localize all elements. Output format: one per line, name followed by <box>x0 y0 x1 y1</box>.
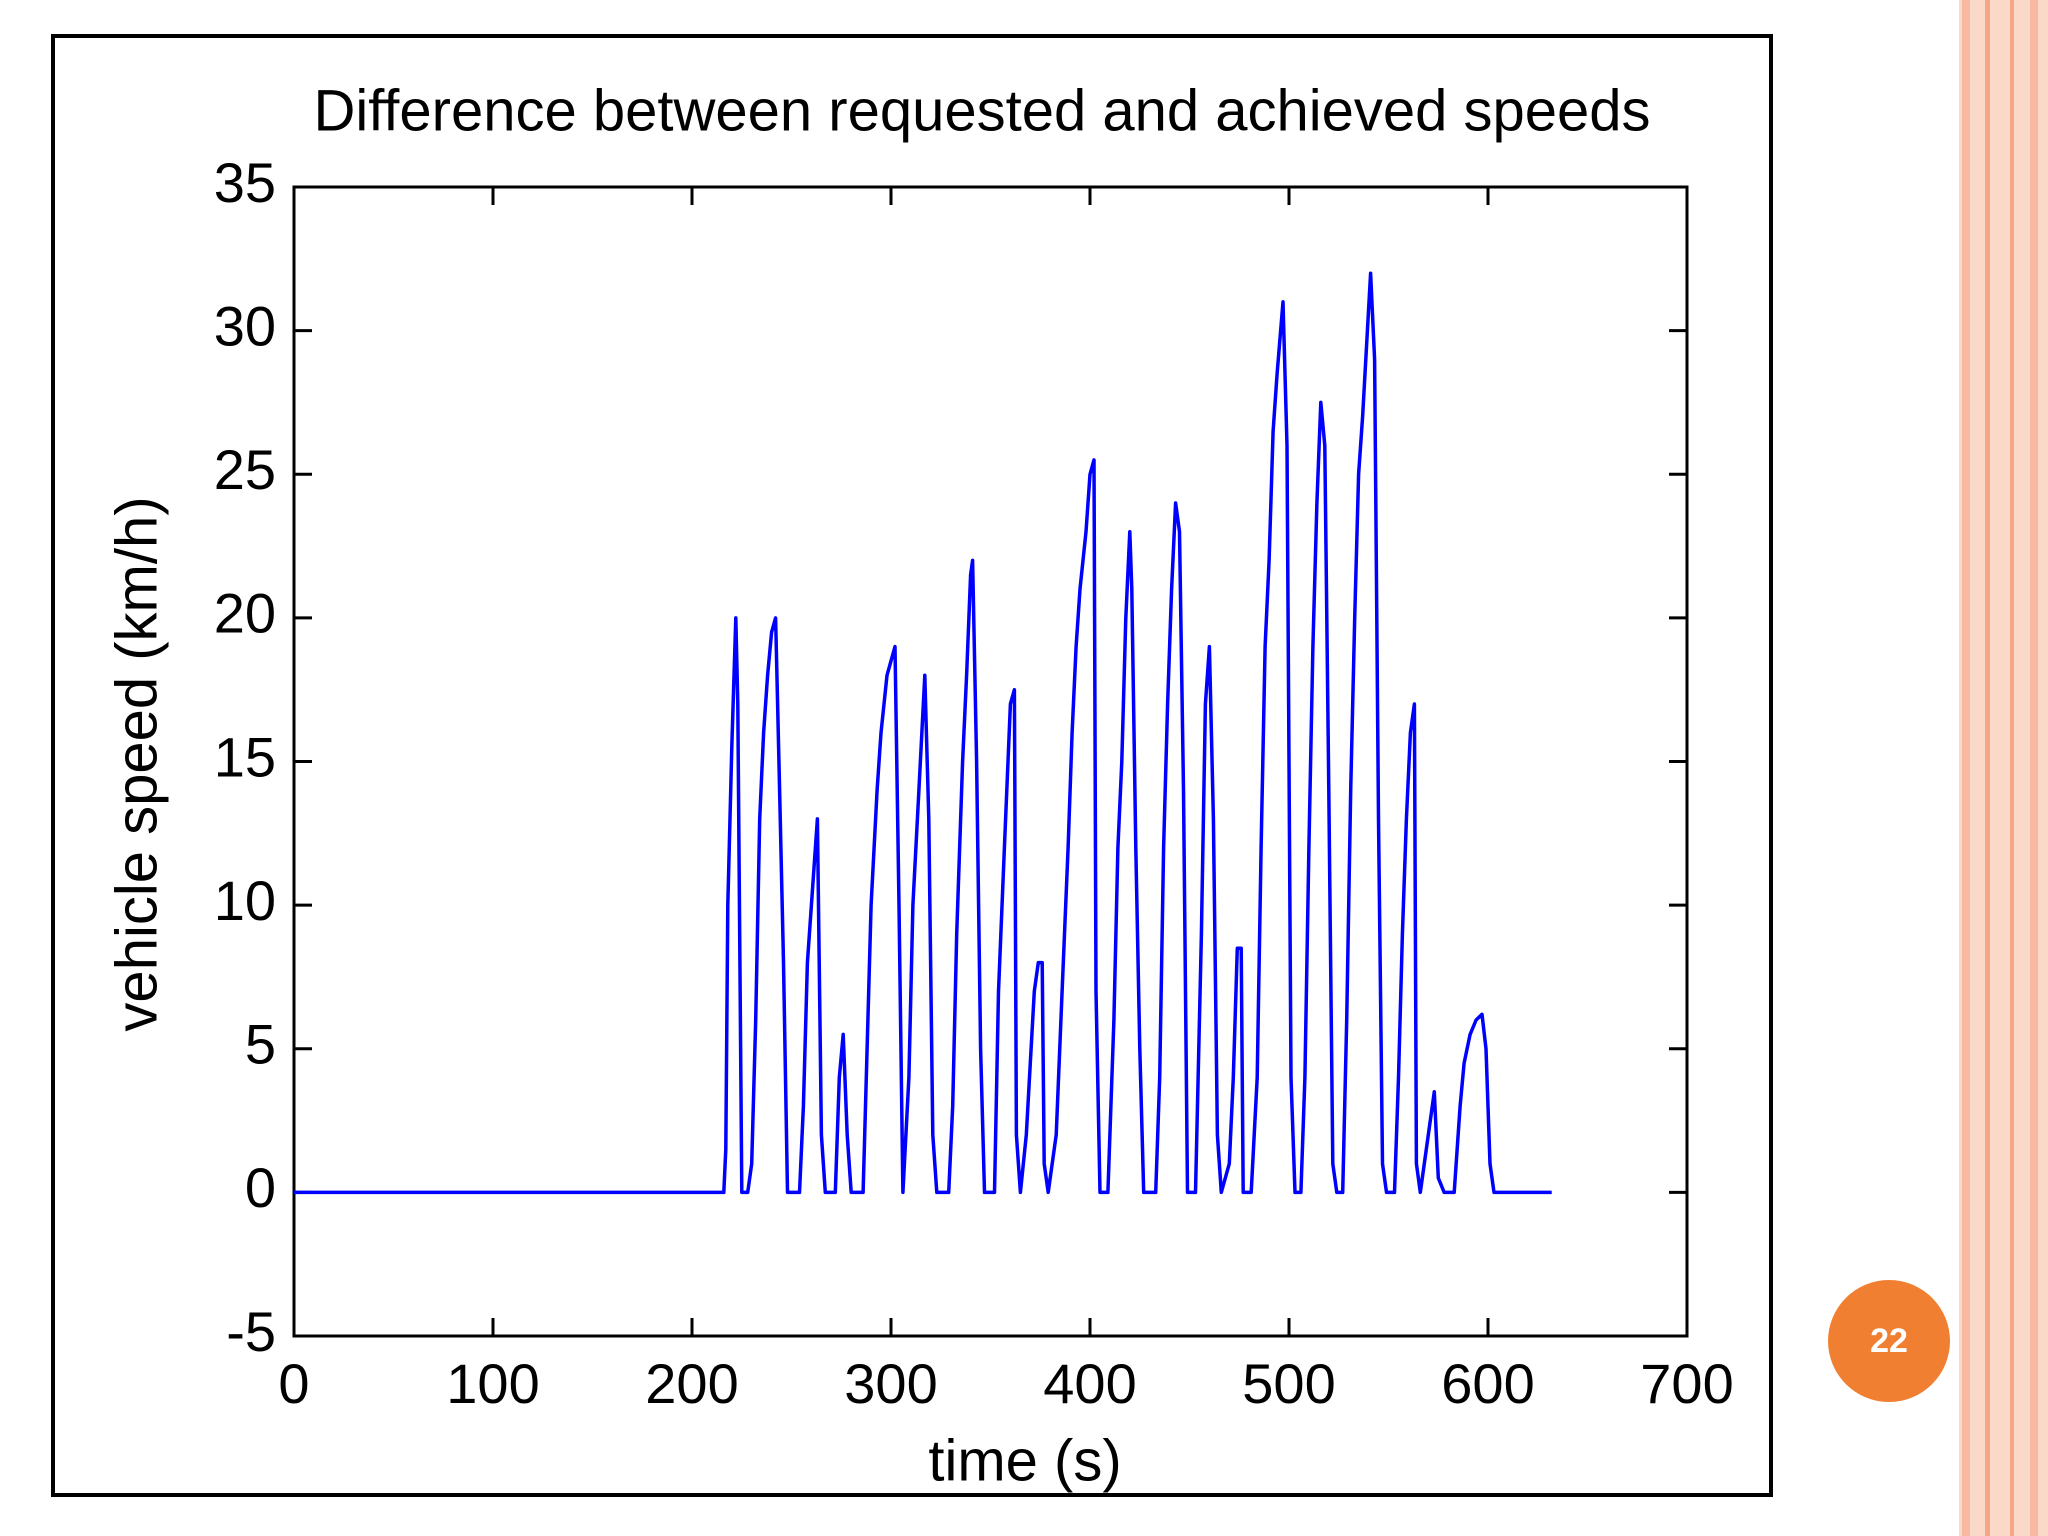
x-tick-label: 100 <box>446 1352 539 1415</box>
slide-number: 22 <box>1870 1322 1908 1360</box>
x-tick-label: 0 <box>278 1352 309 1415</box>
y-axis-label: vehicle speed (km/h) <box>104 496 169 1031</box>
y-tick-label: 20 <box>214 582 276 645</box>
y-tick-label: -5 <box>226 1300 276 1363</box>
x-tick-label: 300 <box>844 1352 937 1415</box>
x-axis-label: time (s) <box>928 1428 1121 1493</box>
y-tick-label: 15 <box>214 725 276 788</box>
x-tick-label: 400 <box>1043 1352 1136 1415</box>
y-tick-label: 10 <box>214 869 276 932</box>
chart-title: Difference between requested and achieve… <box>313 78 1650 143</box>
slide-number-badge <box>1828 1280 1950 1402</box>
y-tick-label: 25 <box>214 438 276 501</box>
y-tick-label: 0 <box>245 1156 276 1219</box>
x-tick-label: 200 <box>645 1352 738 1415</box>
y-tick-label: 30 <box>214 294 276 357</box>
slide-decoration <box>1959 0 2048 1536</box>
x-tick-label: 700 <box>1640 1352 1733 1415</box>
x-tick-label: 500 <box>1242 1352 1335 1415</box>
data-line <box>294 271 1552 1195</box>
y-tick-label: 5 <box>245 1013 276 1076</box>
y-tick-label: 35 <box>214 151 276 214</box>
x-tick-label: 600 <box>1441 1352 1534 1415</box>
figure-frame <box>51 34 1773 1497</box>
